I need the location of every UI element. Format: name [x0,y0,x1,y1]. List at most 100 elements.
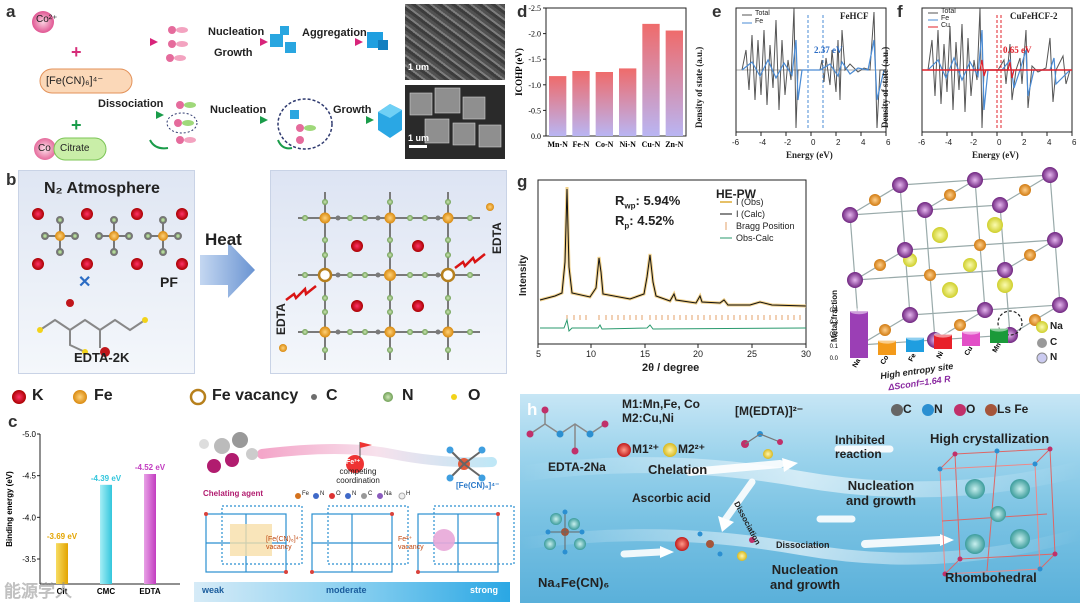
legend-k: K [32,387,44,404]
panel-label-b: b [6,170,17,189]
strength-moderate: moderate [326,585,367,595]
crystal-legend-na: Na [1050,321,1063,332]
f-title: CuFeHCF-2 [1010,11,1058,21]
heat-label: Heat [205,230,242,249]
legend-c: C [326,387,338,404]
pf-cluster-2 [95,216,133,256]
strength-weak: weak [202,585,225,595]
c-bar-value: -4.52 eV [135,463,166,472]
co-citrate-citrate: Citrate [60,143,90,154]
fe3-label: Fe³⁺ [346,459,361,466]
c-bar-value: -3.69 eV [47,532,78,541]
lattice-2 [311,505,409,573]
pf-cluster-1 [41,216,79,256]
panel-b-left-box [18,170,195,374]
d-ytick-label: -1.0 [528,81,541,90]
xrd-legend-calc: I (Calc) [736,209,765,219]
d-xtick-label: Co-N [595,140,613,149]
d-bar-ni-n [619,68,637,136]
mini-xtick-label: Ni [936,350,946,360]
scale-bar-2: 1 um [408,133,430,143]
d-ylabel: ICOHP (eV) [514,48,524,96]
c-xtick-label: Cit [57,587,68,596]
mini-xtick-label: Na [852,358,863,369]
complex-molecule [741,431,783,459]
rhombohedral-label: Rhombohedral [945,570,1037,585]
dos-plot-cufehcf [921,7,1073,136]
h-legend-c: C [903,402,912,416]
rwp-label: Rwp: 5.94% [615,193,681,211]
dissociation-label: Dissociation [98,98,164,110]
d-ytick-label: -0.5 [528,106,541,115]
chelation-label: Chelation [648,462,708,477]
competing-label: competing coordination [336,467,380,485]
d-ytick-label: -1.5 [528,55,541,64]
f-legend-fe: Fe [941,15,950,22]
citrate-pairs [166,101,198,144]
xrd-xlabel: 2θ / degree [642,362,700,374]
lattice-3 [417,505,515,573]
nucleation2-label: Nucleation [210,104,267,116]
crystal-legend-c: C [1050,337,1058,348]
scale-bar-1: 1 um [408,62,430,72]
nucleation-growth-label-2: Nucleation and growth [845,478,917,508]
growth2-label: Growth [333,104,372,116]
crystal-legend-n: N [1050,352,1058,363]
fecn-molecule [446,446,486,482]
panel-a-scheme: + + [32,11,402,161]
panel-label-d: d [517,2,528,21]
f-bandgap: 0.65 eV [1003,45,1032,55]
e-title: FeHCF [840,11,869,21]
edta2na-label: EDTA-2Na [548,460,606,474]
atmosphere-label: N₂ Atmosphere [44,180,160,197]
aggregation-label: Aggregation [302,27,367,39]
metal-fraction-chart: Na Co Fe Ni Cu Mn 0.4 0.3 0.2 0.1 0.0 [830,308,1008,369]
atom-legend-row: K Fe Fe vacancy C N O [0,386,510,410]
mini-bar-cap [906,334,924,341]
c-xtick-label: CMC [97,587,115,596]
d-bar-cu-n [642,23,660,136]
pf-label: PF [160,274,178,290]
mini-ytick-label: 0.1 [830,344,839,350]
c-bar-cit [56,543,68,584]
plus-2: + [71,115,82,135]
mini-bar-cap [878,337,896,344]
xrd-legend-diff: Obs-Calc [736,233,774,243]
d-xtick-label: Zn-N [665,140,683,149]
mini-ytick-label: 0.4 [830,308,839,314]
m2-label: M2:Cu,Ni [622,411,674,425]
f-legend-total: Total [941,8,956,15]
edta-molecule [37,299,148,357]
fecn-label-c: [Fe(CN)₆]⁴⁻ [456,481,500,490]
dissociation2-label: Dissociation [776,540,830,550]
high-entropy-crystal [842,167,1068,364]
co-citrate-co: Co [38,143,51,154]
c-ytick-label: -4.5 [22,472,36,481]
edta-right-label: EDTA [490,222,504,254]
crystal-legend [1036,321,1048,364]
d-xtick-label: Ni-N [619,140,636,149]
legend-fe: Fe [94,387,113,404]
c-ytick-label: -5.0 [22,430,36,439]
monomer-pairs [166,26,188,62]
complex-label: [M(EDTA)]²⁻ [735,404,804,418]
binding-energy-chart: -3.5 -4.0 -4.5 -5.0 -3.69 eV Cit -4.39 eV CMC -4… [5,430,180,596]
f-ylabel: Density of state (a.u.) [880,46,890,128]
mini-bar-ni [934,334,952,349]
plus-1: + [71,42,82,62]
mini-ytick-label: 0.3 [830,320,839,326]
m2-ion-label: M2²⁺ [678,442,705,456]
panel-label-f: f [897,2,903,21]
panel-h-scene [518,404,1080,577]
high-crystallization-label: High crystallization [930,431,1050,446]
nucleation-cluster [697,531,755,561]
nucleation-label: Nucleation [208,26,265,38]
watermark: 能源学人 [4,582,72,601]
edta-left-label: EDTA [274,303,288,335]
rp-label: Rp: 4.52% [615,213,675,231]
c-ylabel: Binding energy (eV) [5,471,14,547]
edta2k-label: EDTA-2K [74,350,130,365]
d-ytick-label: -2.5 [528,4,541,13]
e-legend-fe: Fe [755,18,764,25]
e-xlabel: Energy (eV) [786,150,833,160]
